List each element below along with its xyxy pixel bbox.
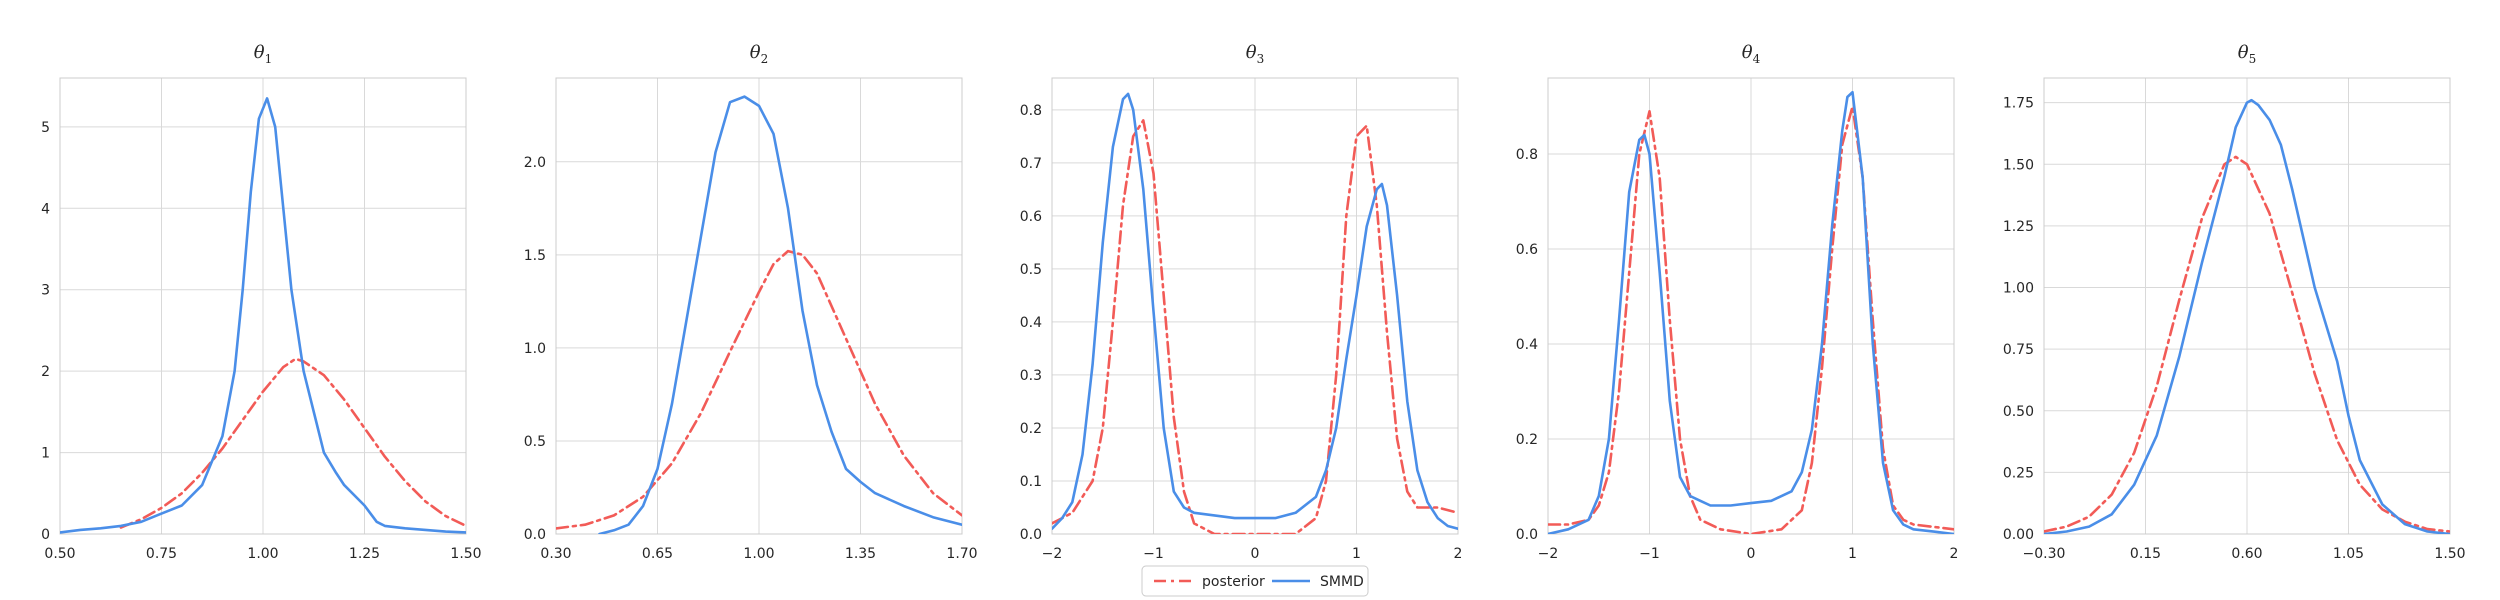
x-tick-label: 1.00 xyxy=(247,546,278,562)
subplot-theta-5: −0.30 0.15 0.60 1.05 1.50 0.00 0.25 0.50 0.75 1.0… xyxy=(2003,42,2466,562)
y-tick-label: 0.0 xyxy=(1516,527,1538,543)
subplot-theta-4: −2 −1 0 1 2 0.0 0.2 0.4 0.6 0.8 θ4 xyxy=(1516,42,1959,562)
legend-label-posterior: posterior xyxy=(1202,574,1265,590)
x-tick-label: 1.50 xyxy=(2434,546,2465,562)
y-tick-label: 0.00 xyxy=(2003,527,2034,543)
plot-frame xyxy=(2043,77,2451,535)
x-tick-label: 0.65 xyxy=(642,546,673,562)
y-tick-label: 0.8 xyxy=(1516,147,1538,163)
y-tick-label: 2 xyxy=(41,364,50,380)
series-line-smmd xyxy=(1548,90,1954,534)
y-tick-label: 1.50 xyxy=(2003,157,2034,173)
y-tick-label: 3 xyxy=(41,283,50,299)
x-tick-label: 1.25 xyxy=(349,546,380,562)
series-line-smmd xyxy=(1052,92,1458,530)
series-line-smmd xyxy=(60,97,466,534)
x-tick-label: 0.30 xyxy=(540,546,571,562)
x-tick-label: 0.15 xyxy=(2130,546,2161,562)
x-tick-label: −1 xyxy=(1639,546,1660,562)
y-tick-label: 0.0 xyxy=(1020,527,1042,543)
y-tick-label: 0.5 xyxy=(524,434,546,450)
y-tick-label: 0.3 xyxy=(1020,368,1042,384)
y-tick-label: 1 xyxy=(41,446,50,462)
x-tick-label: 0 xyxy=(1747,546,1756,562)
subplot-title: θ5 xyxy=(2238,42,2256,66)
legend: posterior SMMD xyxy=(1141,565,1369,597)
x-tick-label: −2 xyxy=(1538,546,1559,562)
plot-frame xyxy=(1051,77,1459,535)
series-line-posterior xyxy=(2044,155,2450,533)
y-tick-label: 0.6 xyxy=(1020,209,1042,225)
y-tick-label: 0.8 xyxy=(1020,103,1042,119)
series-line-smmd xyxy=(598,95,962,534)
y-tick-label: 0 xyxy=(41,527,50,543)
y-tick-label: 0.1 xyxy=(1020,474,1042,490)
series-line-posterior xyxy=(119,357,466,529)
y-tick-label: 0.25 xyxy=(2003,465,2034,481)
y-tick-label: 4 xyxy=(41,201,50,217)
series-line-posterior xyxy=(1052,119,1458,534)
subplot-title: θ4 xyxy=(1742,42,1761,66)
x-tick-label: 1.05 xyxy=(2333,546,2364,562)
y-tick-label: 0.2 xyxy=(1020,421,1042,437)
y-tick-label: 1.5 xyxy=(524,248,546,264)
x-tick-label: −2 xyxy=(1042,546,1063,562)
x-tick-label: 1.35 xyxy=(845,546,876,562)
subplot-title: θ2 xyxy=(750,42,768,66)
plot-frame xyxy=(555,77,963,535)
x-tick-label: 1 xyxy=(1848,546,1857,562)
x-tick-label: −0.30 xyxy=(2023,546,2066,562)
x-tick-label: 0.50 xyxy=(44,546,75,562)
y-tick-label: 0.7 xyxy=(1020,156,1042,172)
x-tick-label: 0 xyxy=(1251,546,1260,562)
y-tick-label: 5 xyxy=(41,120,50,136)
subplot-theta-1: 0.50 0.75 1.00 1.25 1.50 0 1 2 3 4 5 θ1 xyxy=(41,42,482,562)
x-tick-label: 2 xyxy=(1454,546,1463,562)
x-tick-label: 0.60 xyxy=(2231,546,2262,562)
series-line-posterior xyxy=(556,249,962,530)
y-tick-label: 0.0 xyxy=(524,527,546,543)
legend-box xyxy=(1141,565,1369,597)
x-tick-label: 1.00 xyxy=(743,546,774,562)
y-tick-label: 0.2 xyxy=(1516,432,1538,448)
y-tick-label: 0.4 xyxy=(1516,337,1538,353)
x-tick-label: 1 xyxy=(1352,546,1361,562)
y-tick-label: 2.0 xyxy=(524,155,546,171)
legend-label-smmd: SMMD xyxy=(1320,574,1364,590)
x-tick-label: −1 xyxy=(1143,546,1164,562)
x-tick-label: 1.50 xyxy=(450,546,481,562)
y-tick-label: 1.75 xyxy=(2003,96,2034,112)
plot-frame xyxy=(59,77,467,535)
series-line-smmd xyxy=(2044,98,2450,534)
y-tick-label: 1.0 xyxy=(524,341,546,357)
y-tick-label: 0.4 xyxy=(1020,315,1042,331)
subplot-title: θ1 xyxy=(254,42,272,66)
y-tick-label: 1.25 xyxy=(2003,219,2034,235)
x-tick-label: 1.70 xyxy=(946,546,977,562)
subplot-theta-2: 0.30 0.65 1.00 1.35 1.70 0.0 0.5 1.0 1.5 2.0 θ2 xyxy=(524,42,978,562)
x-tick-label: 0.75 xyxy=(146,546,177,562)
y-tick-label: 0.50 xyxy=(2003,404,2034,420)
y-tick-label: 0.75 xyxy=(2003,342,2034,358)
y-tick-label: 1.00 xyxy=(2003,281,2034,297)
y-tick-label: 0.6 xyxy=(1516,242,1538,258)
y-tick-label: 0.5 xyxy=(1020,262,1042,278)
subplot-theta-3: −2 −1 0 1 2 0.0 0.1 0.2 0.3 0.4 0.5 0.6 0.7 0.8 θ3 xyxy=(1020,42,1463,562)
plot-frame xyxy=(1547,77,1955,535)
subplot-title: θ3 xyxy=(1246,42,1264,66)
x-tick-label: 2 xyxy=(1950,546,1959,562)
